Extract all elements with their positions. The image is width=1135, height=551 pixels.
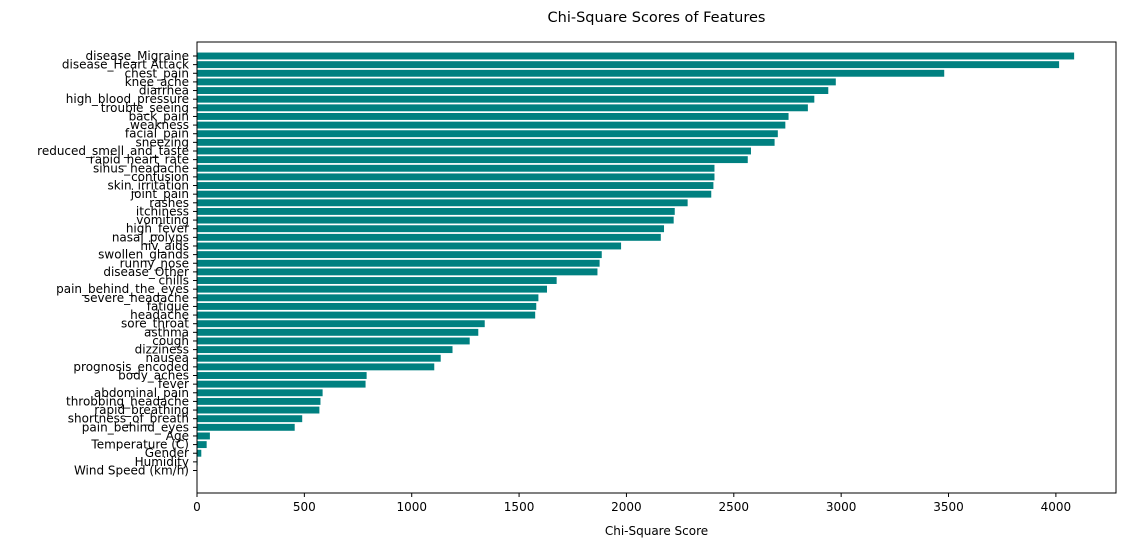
bar (197, 225, 664, 232)
bar (197, 363, 434, 370)
bar (197, 441, 207, 448)
x-tick-label: 4000 (1041, 500, 1072, 514)
bar (197, 294, 538, 301)
bar (197, 191, 711, 198)
bar (197, 53, 1074, 60)
bar (197, 381, 366, 388)
bar (197, 346, 453, 353)
bar (197, 329, 478, 336)
bars-layer (197, 53, 1074, 474)
x-tick-label: 0 (193, 500, 201, 514)
bar (197, 165, 714, 172)
bar (197, 398, 320, 405)
bar (197, 148, 751, 155)
bar (197, 61, 1059, 68)
bar (197, 156, 748, 163)
bar (197, 243, 621, 250)
bar (197, 260, 600, 267)
bar (197, 372, 367, 379)
bar (197, 450, 201, 457)
bar (197, 96, 814, 103)
bar (197, 113, 789, 120)
bar (197, 268, 597, 275)
x-axis-title: Chi-Square Score (605, 524, 708, 538)
x-tick-label: 3000 (826, 500, 857, 514)
x-tick-label: 2000 (611, 500, 642, 514)
bar (197, 139, 775, 146)
bar (197, 87, 828, 94)
bar (197, 182, 713, 189)
bar (197, 424, 295, 431)
bar (197, 277, 557, 284)
bar (197, 70, 944, 77)
bar (197, 199, 688, 206)
x-tick-label: 500 (293, 500, 316, 514)
bar (197, 78, 836, 85)
bar (197, 104, 808, 111)
bar (197, 173, 714, 180)
x-tick-label: 2500 (719, 500, 750, 514)
x-tick-label: 3500 (933, 500, 964, 514)
bar (197, 320, 485, 327)
x-axis-ticks: 0 500 1000 1500 2000 2500 3000 3500 4000 (193, 493, 1071, 514)
bar (197, 130, 778, 137)
bar (197, 389, 323, 396)
bar (197, 122, 785, 129)
bar (197, 234, 661, 241)
bar (197, 286, 547, 293)
bar (197, 415, 302, 422)
bar (197, 355, 441, 362)
bar (197, 208, 675, 215)
bar (197, 407, 319, 414)
bar (197, 251, 602, 258)
bar (197, 312, 535, 319)
bar (197, 433, 210, 440)
chart-title: Chi-Square Scores of Features (548, 10, 766, 26)
bar (197, 303, 536, 310)
bar (197, 338, 470, 345)
y-tick-label: Wind Speed (km/h) (74, 464, 189, 478)
x-tick-label: 1000 (396, 500, 427, 514)
x-tick-label: 1500 (504, 500, 535, 514)
bar (197, 217, 674, 224)
